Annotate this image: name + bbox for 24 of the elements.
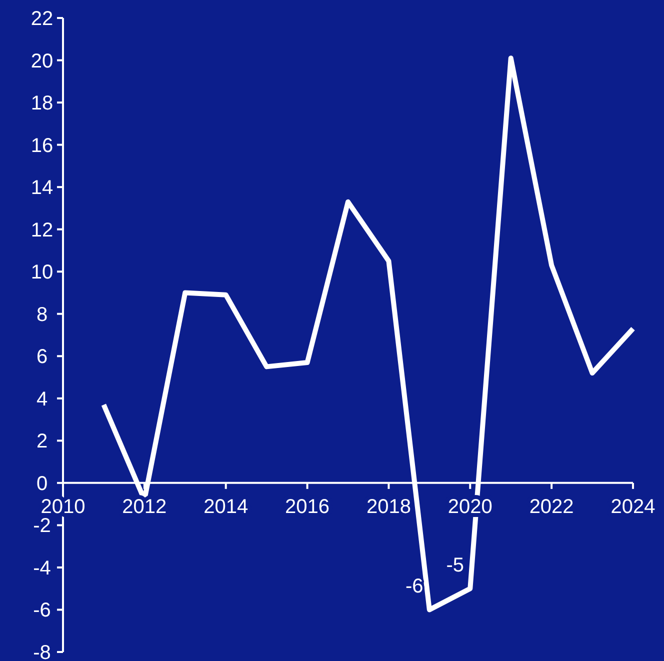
y-tick-label: -8 [33,642,51,661]
data-label: -5 [446,554,464,577]
x-tick-label: 2014 [204,496,248,518]
x-tick-label: 2024 [610,496,656,518]
y-tick-label: 8 [36,304,48,326]
x-tick-label: 2012 [122,496,167,518]
y-tick-label: 18 [30,92,54,115]
y-tick-label: 2 [36,430,48,453]
data-label: -6 [406,576,424,598]
x-tick-label: 2022 [529,496,574,518]
y-tick-label: 10 [30,262,54,284]
y-tick-label: 14 [30,177,54,200]
x-tick-label: 2018 [366,496,411,518]
y-tick-label: 0 [36,472,48,495]
y-tick-label: 12 [30,219,54,242]
y-tick-label: 4 [36,388,48,410]
y-tick-label: -4 [33,557,51,580]
y-tick-label: -2 [33,515,51,538]
x-tick-label: 2016 [285,496,330,518]
y-tick-label: -6 [33,600,51,622]
y-tick-label: 20 [30,50,54,72]
y-tick-label: 6 [36,346,48,368]
y-tick-label: 22 [30,8,54,30]
y-tick-label: 16 [30,134,54,157]
